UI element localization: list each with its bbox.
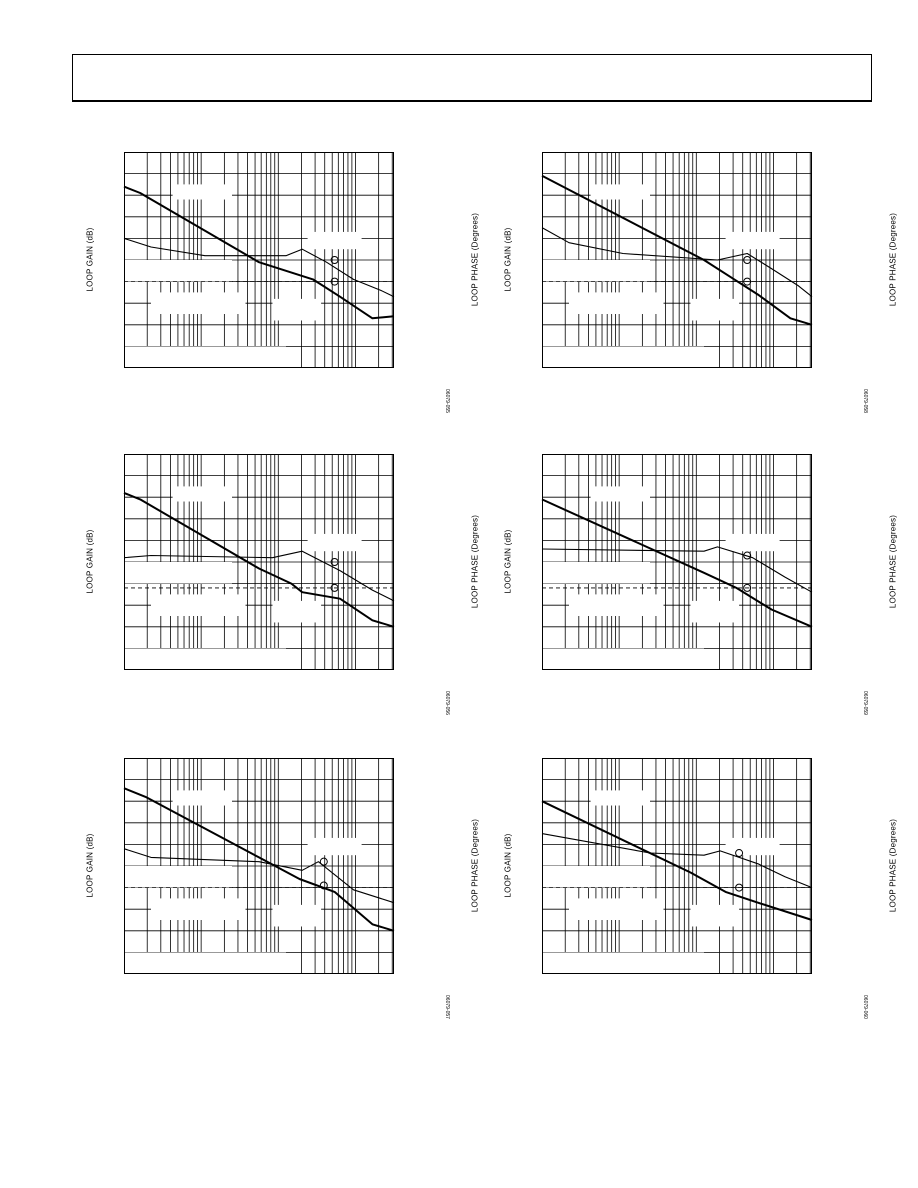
figure-id: 06079-056: [444, 691, 450, 715]
y2-axis-label-phase: LOOP PHASE (Degrees): [888, 514, 898, 609]
annotation-blank-region: [690, 904, 740, 927]
annotation-blank-region: [542, 562, 650, 584]
figure-id: 06079-059: [862, 691, 868, 715]
plot-frame: [124, 758, 394, 974]
annotation-blank-region: [542, 346, 704, 368]
crossover-marker: [735, 883, 744, 892]
annotation-blank-region: [124, 648, 286, 670]
annotation-blank-region: [307, 231, 362, 250]
crossover-marker: [330, 277, 339, 286]
annotation-blank-region: [172, 486, 232, 502]
y2-axis-label-phase: LOOP PHASE (Degrees): [470, 818, 480, 913]
chart-plot-area: [541, 758, 813, 974]
chart-panel-bottom-right: [541, 758, 813, 974]
series-line-phase: [123, 848, 395, 904]
annotation-blank-region: [590, 184, 650, 200]
annotation-blank-region: [590, 790, 650, 806]
plot-frame: [542, 758, 812, 974]
series-line-phase: [541, 227, 813, 298]
crossover-marker: [330, 583, 339, 592]
annotation-blank-region: [272, 600, 322, 623]
series-line-gain: [123, 787, 395, 932]
annotation-blank-region: [725, 837, 780, 856]
annotation-blank-region: [590, 486, 650, 502]
crossover-marker: [743, 256, 752, 264]
y-axis-label-gain: LOOP GAIN (dB): [85, 529, 95, 594]
y2-axis-label-phase: LOOP PHASE (Degrees): [470, 514, 480, 609]
annotation-blank-region: [124, 346, 286, 368]
crossover-marker: [319, 881, 328, 890]
chart-panel-middle-right: [541, 454, 813, 670]
y-axis-label-gain: LOOP GAIN (dB): [85, 227, 95, 292]
y2-axis-label-phase: LOOP PHASE (Degrees): [888, 818, 898, 913]
chart-plot-area: [541, 152, 813, 368]
annotation-blank-region: [151, 292, 246, 314]
annotation-blank-region: [307, 533, 362, 552]
annotation-blank-region: [151, 898, 246, 920]
crossover-marker: [735, 849, 744, 858]
crossover-marker: [743, 277, 752, 286]
series-line-gain: [541, 498, 813, 628]
y-axis-label-gain: LOOP GAIN (dB): [503, 227, 513, 292]
series-line-phase: [123, 550, 395, 602]
annotation-blank-region: [542, 260, 650, 282]
annotation-blank-region: [172, 184, 232, 200]
chart-plot-area: [541, 454, 813, 670]
plot-frame: [124, 152, 394, 368]
annotation-blank-region: [569, 898, 664, 920]
chart-plot-area: [123, 758, 395, 974]
series-line-phase: [541, 546, 813, 593]
crossover-marker: [330, 558, 339, 566]
annotation-blank-region: [725, 231, 780, 250]
annotation-blank-region: [272, 298, 322, 321]
y-axis-label-gain: LOOP GAIN (dB): [85, 833, 95, 898]
annotation-blank-region: [124, 562, 232, 584]
annotation-blank-region: [124, 260, 232, 282]
series-line-gain: [541, 800, 813, 921]
y2-axis-label-phase: LOOP PHASE (Degrees): [470, 212, 480, 307]
crossover-marker: [330, 256, 339, 264]
annotation-blank-region: [542, 648, 704, 670]
chart-panel-bottom-left: [123, 758, 395, 974]
series-line-phase: [541, 833, 813, 889]
annotation-blank-region: [690, 298, 740, 321]
annotation-blank-region: [124, 866, 232, 888]
crossover-marker: [743, 551, 752, 560]
y2-axis-label-phase: LOOP PHASE (Degrees): [888, 212, 898, 307]
crossover-marker: [743, 583, 752, 592]
annotation-blank-region: [151, 594, 246, 616]
page-header-box: [72, 54, 872, 102]
chart-panel-top-right: [541, 152, 813, 368]
figure-id: 06079-057: [444, 995, 450, 1019]
chart-panel-middle-left: [123, 454, 395, 670]
figure-id: 06079-055: [444, 389, 450, 413]
chart-plot-area: [123, 454, 395, 670]
annotation-blank-region: [307, 837, 362, 856]
plot-frame: [542, 454, 812, 670]
figure-id: 06079-058: [862, 389, 868, 413]
annotation-blank-region: [725, 533, 780, 552]
series-line-phase: [123, 237, 395, 298]
y-axis-label-gain: LOOP GAIN (dB): [503, 529, 513, 594]
series-line-gain: [123, 185, 395, 320]
annotation-blank-region: [272, 904, 322, 927]
chart-plot-area: [123, 152, 395, 368]
annotation-blank-region: [542, 866, 650, 888]
figure-id: 06079-060: [862, 995, 868, 1019]
annotation-blank-region: [690, 600, 740, 623]
annotation-blank-region: [542, 952, 704, 974]
annotation-blank-region: [569, 594, 664, 616]
annotation-blank-region: [172, 790, 232, 806]
annotation-blank-region: [124, 952, 286, 974]
annotation-blank-region: [569, 292, 664, 314]
series-line-gain: [541, 174, 813, 326]
chart-panel-top-left: [123, 152, 395, 368]
plot-frame: [542, 152, 812, 368]
plot-frame: [124, 454, 394, 670]
crossover-marker: [319, 857, 328, 866]
y-axis-label-gain: LOOP GAIN (dB): [503, 833, 513, 898]
series-line-gain: [123, 491, 395, 628]
